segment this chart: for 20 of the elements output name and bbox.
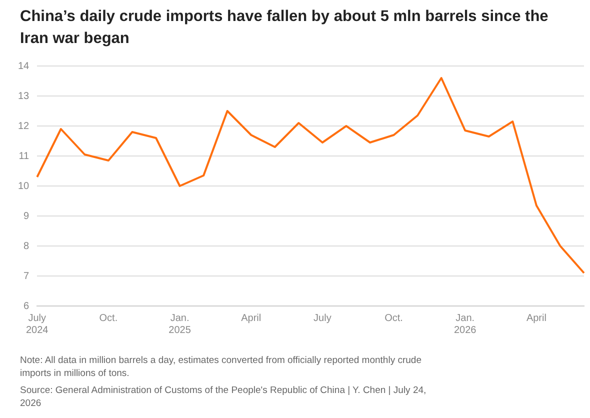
- y-tick-label: 13: [18, 90, 30, 102]
- chart-title: China’s daily crude imports have fallen by about 5 mln barrels since the Iran war began: [20, 7, 550, 49]
- x-tick-label: July 2024: [26, 312, 49, 336]
- y-tick-label: 11: [18, 150, 30, 162]
- text: Note: All data in million barrels a day, estimates converted from officially reported monthly crude imports in millions of tons.: [20, 354, 422, 380]
- y-tick-label: 7: [24, 270, 30, 282]
- y-tick-label: 8: [24, 240, 30, 252]
- y-tick-label: 6: [24, 300, 30, 312]
- x-tick-label: July: [314, 312, 332, 324]
- y-tick-label: 14: [18, 60, 30, 72]
- x-tick-label: April: [526, 312, 546, 324]
- y-tick-label: 9: [24, 210, 30, 222]
- x-tick-label: Oct.: [99, 312, 118, 324]
- y-tick-label: 12: [18, 120, 30, 132]
- source-note: Source: General Administration of Customs of the People's Republic of China | Y. Chen | July 24, 2026: [20, 384, 428, 410]
- x-tick-label: Jan. 2025: [168, 312, 192, 336]
- x-tick-label: Oct.: [384, 312, 403, 324]
- x-tick-label: Jan. 2026: [454, 312, 477, 336]
- y-tick-label: 10: [18, 180, 30, 192]
- x-tick-label: April: [241, 312, 262, 324]
